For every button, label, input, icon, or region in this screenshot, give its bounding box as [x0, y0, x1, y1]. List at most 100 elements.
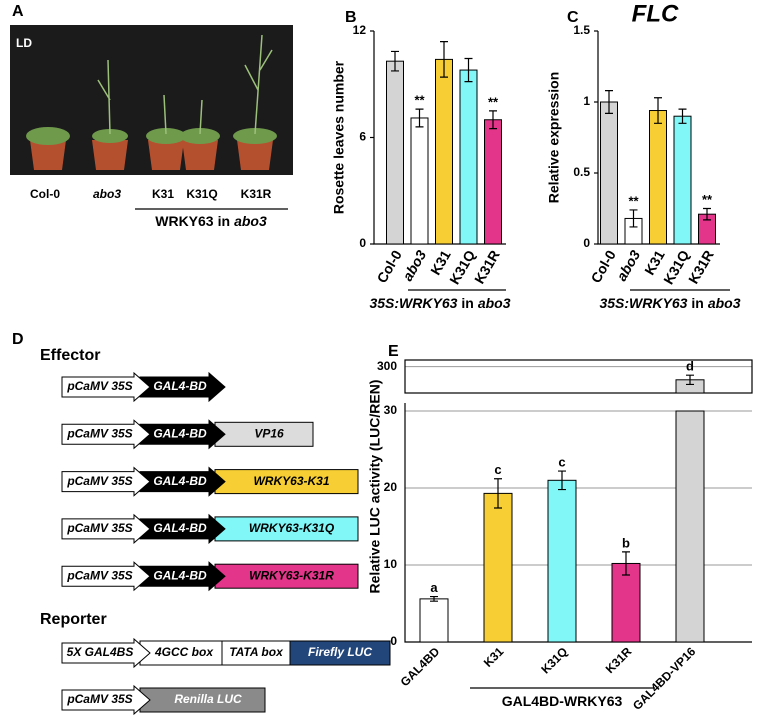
x-tick-label: K31R [471, 247, 503, 286]
group-label-part: abo3 [234, 213, 267, 229]
group-label: WRKY63 in abo3 [155, 213, 267, 229]
effector-domain [214, 516, 359, 542]
promoter [61, 513, 151, 545]
promoter [61, 684, 151, 716]
tata-box [221, 640, 291, 666]
significance: b [622, 535, 630, 550]
bar [547, 479, 577, 643]
effector-domain [214, 563, 359, 589]
x-tick-label: K31R [603, 644, 635, 676]
panel-label: C [567, 9, 579, 26]
significance: ** [488, 94, 499, 109]
bar [484, 119, 502, 245]
pots [30, 140, 273, 170]
significance: ** [702, 192, 713, 207]
stems [97, 34, 273, 135]
promoter [61, 419, 151, 450]
y-tick-label: 0 [359, 236, 366, 250]
significance: ** [628, 193, 639, 208]
x-tick-label: K31 [481, 644, 507, 670]
y-tick-label: 0 [390, 634, 397, 648]
part-label: Firefly LUC [308, 645, 372, 659]
bar [459, 69, 478, 245]
error-bar [558, 470, 566, 491]
x-tick-label: GAL4BD-VP16 [630, 644, 699, 713]
bar [673, 115, 692, 245]
panel-label: E [388, 343, 399, 360]
x-tick-label: abo3 [399, 247, 429, 283]
y-axis-label: Relative expression [546, 72, 562, 204]
error-bar [391, 50, 399, 72]
significance: c [558, 454, 565, 469]
part-label: WRKY63-K31R [249, 568, 334, 582]
part-label: pCaMV 35S [66, 379, 132, 393]
error-bar [654, 97, 662, 124]
y-tick-label: 10 [384, 557, 398, 571]
part-label: pCaMV 35S [66, 521, 132, 535]
bar [435, 58, 453, 245]
y-tick-label: 6 [359, 130, 366, 144]
part-label: GAL4-BD [153, 521, 207, 535]
x-tick-label: K31Q [538, 644, 570, 676]
bar [649, 110, 667, 245]
x-tick-label: GAL4BD [398, 644, 443, 689]
gal4-bd [139, 371, 226, 403]
bar [410, 117, 429, 245]
error-bar [494, 478, 502, 509]
part-label: 4GCC box [154, 645, 214, 659]
part-label: WRKY63-K31Q [249, 521, 335, 535]
effector-domain [214, 421, 314, 447]
panel-label: B [345, 9, 357, 26]
section-title: Reporter [40, 611, 107, 628]
error-bar [489, 110, 497, 130]
error-bar [686, 374, 694, 386]
part-label: VP16 [254, 426, 284, 440]
bar [386, 60, 404, 245]
error-bar [622, 551, 630, 576]
panel-label: D [12, 331, 24, 348]
x-tick-label: abo3 [613, 247, 643, 283]
error-bar [464, 57, 473, 83]
bar [483, 492, 513, 643]
promoter [61, 637, 151, 669]
part-label: pCaMV 35S [66, 692, 132, 706]
part-label: GAL4-BD [153, 426, 207, 440]
bar [419, 598, 449, 643]
y-tick-label: 20 [384, 480, 398, 494]
promoter [61, 561, 151, 592]
error-bar [703, 207, 711, 221]
y-tick-label: 30 [384, 403, 398, 417]
error-bar [415, 108, 424, 128]
y-tick-label: 300 [377, 359, 397, 373]
condition-label: LD [16, 36, 32, 50]
panel-label: A [12, 3, 24, 20]
x-tick-label: K31Q [660, 247, 692, 287]
promoter [61, 371, 151, 403]
rosettes [26, 127, 277, 145]
error-bar [605, 90, 613, 114]
bar [600, 101, 618, 245]
part-label: WRKY63-K31 [253, 474, 329, 488]
error-bar [629, 209, 638, 228]
part-label: pCaMV 35S [66, 474, 132, 488]
group-label-part: in [218, 213, 230, 229]
part-label: GAL4-BD [153, 568, 207, 582]
y-tick-label: 1.5 [573, 23, 590, 37]
photo-label: K31Q [186, 187, 217, 201]
part-label: Renilla LUC [174, 692, 242, 706]
error-bar [430, 595, 438, 602]
photo-label: abo3 [93, 187, 121, 201]
group-label-part: in [461, 295, 473, 311]
group-label-part: abo3 [478, 295, 511, 311]
reporter-gene [139, 687, 266, 713]
x-tick-label: K31Q [446, 247, 478, 287]
gal4-bd [139, 419, 226, 450]
x-tick-label: Col-0 [587, 247, 618, 285]
group-label: 35S:WRKY63 in abo3 [369, 295, 510, 311]
chart-title: FLC [632, 0, 679, 27]
significance: d [686, 359, 694, 374]
gal4-bd [139, 561, 226, 592]
y-tick-label: 1 [583, 94, 590, 108]
photo-decor [10, 25, 293, 175]
